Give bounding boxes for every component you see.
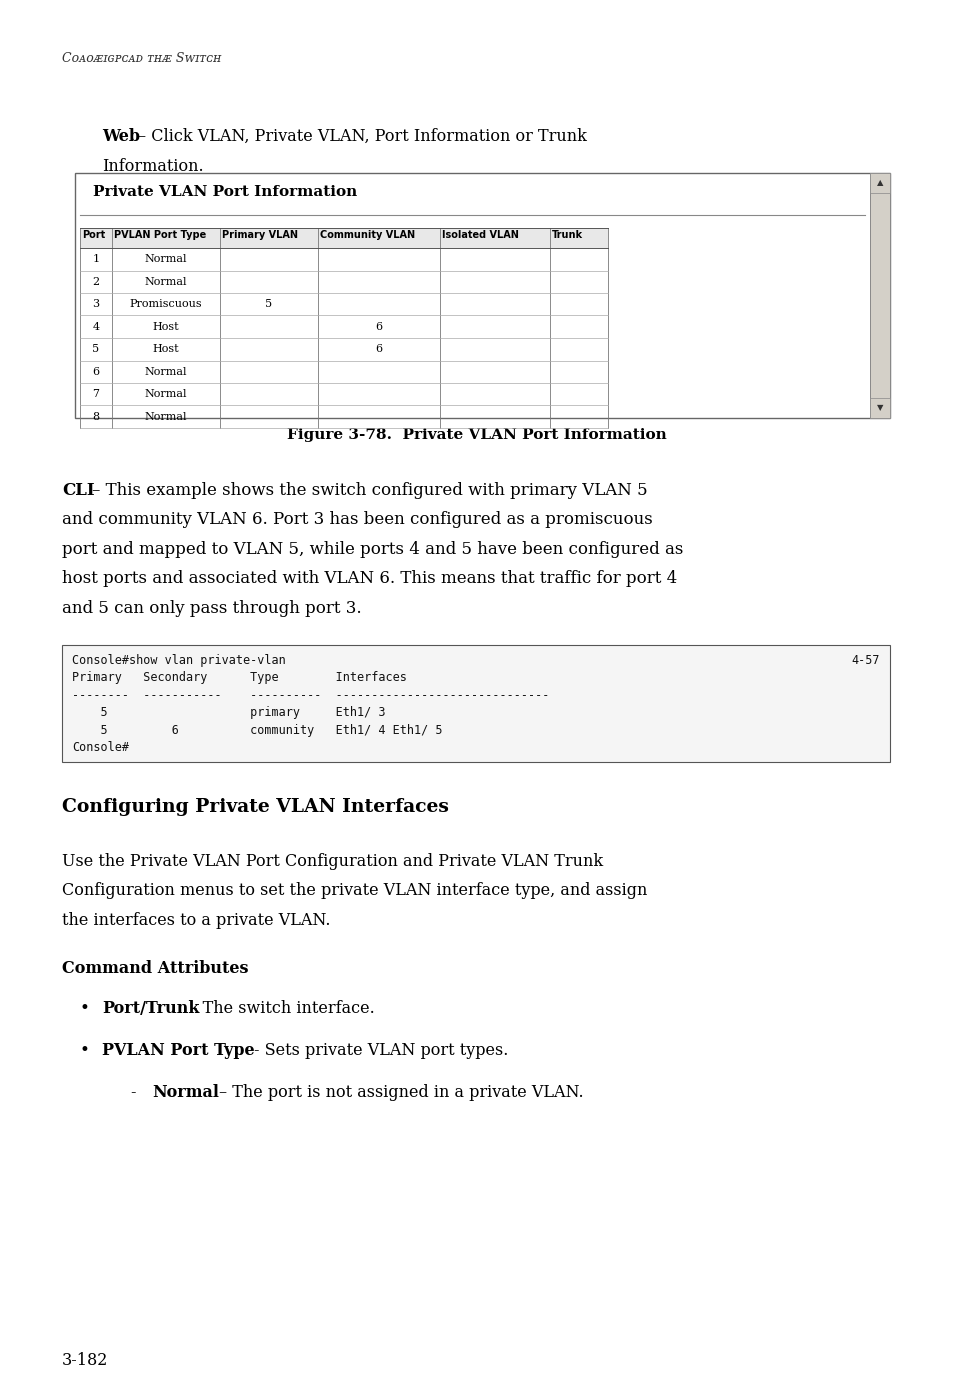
Text: Command Attributes: Command Attributes bbox=[62, 960, 248, 977]
Text: Host: Host bbox=[152, 322, 179, 332]
Text: 5                    primary     Eth1/ 3: 5 primary Eth1/ 3 bbox=[71, 706, 385, 719]
Text: •: • bbox=[80, 999, 90, 1017]
Text: 6: 6 bbox=[375, 344, 382, 354]
Text: Community VLAN: Community VLAN bbox=[319, 230, 415, 240]
Text: and community VLAN 6. Port 3 has been configured as a promiscuous: and community VLAN 6. Port 3 has been co… bbox=[62, 512, 652, 529]
Text: Port/Trunk: Port/Trunk bbox=[102, 999, 199, 1017]
Text: Host: Host bbox=[152, 344, 179, 354]
Text: Trunk: Trunk bbox=[552, 230, 582, 240]
Text: - The switch interface.: - The switch interface. bbox=[192, 999, 375, 1017]
Text: •: • bbox=[80, 1042, 90, 1059]
Text: Primary   Secondary      Type        Interfaces: Primary Secondary Type Interfaces bbox=[71, 672, 406, 684]
Text: port and mapped to VLAN 5, while ports 4 and 5 have been configured as: port and mapped to VLAN 5, while ports 4… bbox=[62, 541, 682, 558]
Text: 5         6          community   Eth1/ 4 Eth1/ 5: 5 6 community Eth1/ 4 Eth1/ 5 bbox=[71, 725, 442, 737]
Text: Normal: Normal bbox=[145, 276, 187, 287]
Text: -: - bbox=[130, 1084, 135, 1101]
Text: Isolated VLAN: Isolated VLAN bbox=[441, 230, 518, 240]
Text: Configuring Private VLAN Interfaces: Configuring Private VLAN Interfaces bbox=[62, 798, 449, 816]
Text: – Click VLAN, Private VLAN, Port Information or Trunk: – Click VLAN, Private VLAN, Port Informa… bbox=[138, 128, 586, 144]
Text: – This example shows the switch configured with primary VLAN 5: – This example shows the switch configur… bbox=[91, 482, 647, 500]
Text: - Sets private VLAN port types.: - Sets private VLAN port types. bbox=[253, 1042, 508, 1059]
Text: Normal: Normal bbox=[145, 366, 187, 376]
Bar bbox=[869, 174, 889, 418]
Bar bbox=[869, 398, 889, 418]
Text: 4: 4 bbox=[92, 322, 99, 332]
Text: CLI: CLI bbox=[62, 482, 94, 500]
Text: and 5 can only pass through port 3.: and 5 can only pass through port 3. bbox=[62, 600, 361, 618]
Text: 7: 7 bbox=[92, 389, 99, 400]
Text: --------  -----------    ----------  ------------------------------: -------- ----------- ---------- --------… bbox=[71, 688, 549, 702]
Bar bbox=[80, 228, 607, 248]
Text: PVLAN Port Type: PVLAN Port Type bbox=[102, 1042, 254, 1059]
Text: Promiscuous: Promiscuous bbox=[130, 300, 202, 310]
Text: Port: Port bbox=[82, 230, 105, 240]
Text: Normal: Normal bbox=[145, 389, 187, 400]
Bar bbox=[869, 174, 889, 193]
Text: the interfaces to a private VLAN.: the interfaces to a private VLAN. bbox=[62, 912, 330, 929]
Text: 2: 2 bbox=[92, 276, 99, 287]
Bar bbox=[75, 174, 889, 418]
Text: 3: 3 bbox=[92, 300, 99, 310]
Text: PVLAN Port Type: PVLAN Port Type bbox=[113, 230, 206, 240]
Text: Normal: Normal bbox=[152, 1084, 218, 1101]
Text: 3-182: 3-182 bbox=[62, 1352, 109, 1369]
Text: ▼: ▼ bbox=[876, 404, 882, 412]
Text: Normal: Normal bbox=[145, 254, 187, 264]
Text: 6: 6 bbox=[92, 366, 99, 376]
Text: Use the Private VLAN Port Configuration and Private VLAN Trunk: Use the Private VLAN Port Configuration … bbox=[62, 854, 602, 870]
Text: Cᴏᴀᴏᴁɪɢᴘᴄᴀᴅ ᴛʜᴁ Sᴡɪᴛᴄʜ: Cᴏᴀᴏᴁɪɢᴘᴄᴀᴅ ᴛʜᴁ Sᴡɪᴛᴄʜ bbox=[62, 51, 221, 65]
Text: 5: 5 bbox=[265, 300, 273, 310]
Text: Configuration menus to set the private VLAN interface type, and assign: Configuration menus to set the private V… bbox=[62, 883, 647, 899]
Text: 4-57: 4-57 bbox=[851, 654, 879, 668]
Text: Console#show vlan private-vlan: Console#show vlan private-vlan bbox=[71, 654, 286, 668]
Text: Private VLAN Port Information: Private VLAN Port Information bbox=[92, 185, 356, 198]
Text: 1: 1 bbox=[92, 254, 99, 264]
Text: Normal: Normal bbox=[145, 412, 187, 422]
Text: 6: 6 bbox=[375, 322, 382, 332]
Text: ▲: ▲ bbox=[876, 179, 882, 187]
Text: host ports and associated with VLAN 6. This means that traffic for port 4: host ports and associated with VLAN 6. T… bbox=[62, 570, 677, 587]
Text: Information.: Information. bbox=[102, 158, 203, 175]
Bar bbox=[62, 645, 889, 762]
Text: Console#: Console# bbox=[71, 741, 129, 755]
Text: Primary VLAN: Primary VLAN bbox=[222, 230, 297, 240]
Text: – The port is not assigned in a private VLAN.: – The port is not assigned in a private … bbox=[219, 1084, 583, 1101]
Text: Figure 3-78.  Private VLAN Port Information: Figure 3-78. Private VLAN Port Informati… bbox=[287, 428, 666, 441]
Text: 8: 8 bbox=[92, 412, 99, 422]
Text: 5: 5 bbox=[92, 344, 99, 354]
Text: Web: Web bbox=[102, 128, 140, 144]
